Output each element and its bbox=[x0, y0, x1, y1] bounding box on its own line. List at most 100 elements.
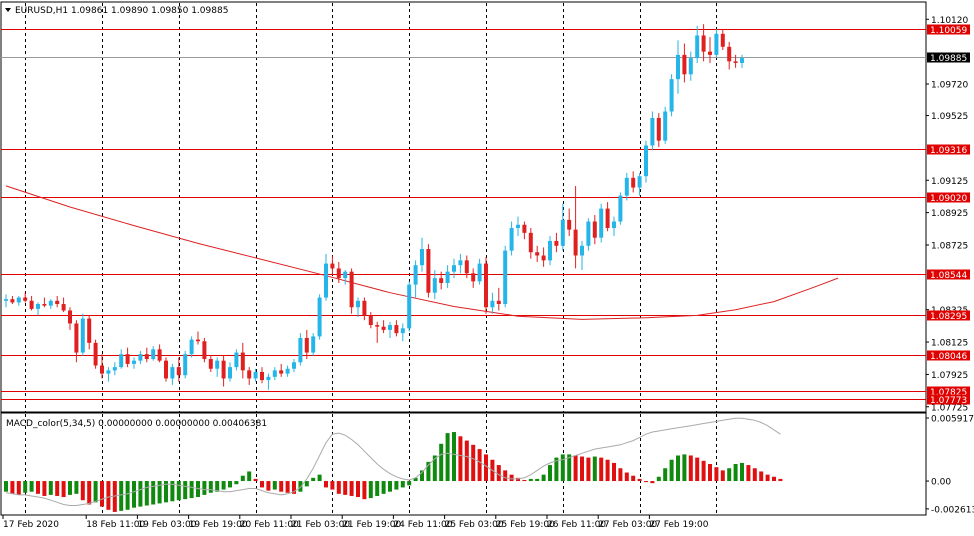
candle-body bbox=[669, 79, 674, 112]
candle-body bbox=[548, 240, 552, 261]
bear-candle bbox=[240, 342, 245, 379]
macd-bar bbox=[714, 467, 719, 482]
macd-bar bbox=[125, 481, 130, 510]
macd-bar bbox=[772, 476, 776, 482]
bear-candle bbox=[10, 295, 15, 305]
time-tick-label: 20 Feb 11:00 bbox=[240, 520, 299, 530]
candle-body bbox=[394, 325, 399, 334]
candle-body bbox=[426, 249, 431, 293]
macd-bar bbox=[151, 481, 156, 505]
dropdown-arrow-icon[interactable] bbox=[5, 8, 11, 12]
macd-bar bbox=[727, 468, 732, 482]
macd-bar bbox=[413, 477, 418, 482]
bear-candle bbox=[656, 113, 661, 148]
candle-body bbox=[484, 263, 488, 308]
candle-body bbox=[688, 58, 693, 75]
candle-body bbox=[477, 263, 482, 282]
candle-body bbox=[567, 219, 572, 230]
bull-candle bbox=[452, 258, 456, 279]
bull-candle bbox=[183, 350, 188, 379]
candle-body bbox=[560, 219, 565, 246]
macd-bar bbox=[375, 481, 380, 496]
macd-bar bbox=[317, 474, 322, 482]
macd-bar bbox=[266, 481, 271, 491]
candle-body bbox=[157, 349, 162, 361]
bear-candle bbox=[528, 227, 533, 259]
bull-candle bbox=[420, 237, 424, 272]
bear-candle bbox=[375, 321, 380, 343]
candle-body bbox=[586, 221, 591, 246]
candle-body bbox=[183, 354, 188, 376]
candle-body bbox=[132, 360, 136, 364]
candle-body bbox=[605, 208, 610, 228]
candle-body bbox=[189, 339, 194, 355]
macd-bar bbox=[279, 481, 284, 492]
time-tick-label: 21 Feb 19:00 bbox=[342, 520, 401, 530]
bear-candle bbox=[23, 292, 28, 303]
bear-candle bbox=[727, 41, 732, 70]
candle-body bbox=[106, 370, 111, 374]
candle-body bbox=[48, 300, 53, 306]
bull-candle bbox=[663, 106, 668, 144]
bull-candle bbox=[311, 333, 316, 356]
macd-bar bbox=[298, 481, 303, 492]
macd-bar bbox=[93, 481, 98, 503]
bear-candle bbox=[42, 297, 47, 308]
macd-bar bbox=[285, 481, 290, 493]
indicator-header: MACD_color(5,34,5) 0.00000000 0.00000000… bbox=[6, 419, 267, 429]
macd-bar bbox=[656, 476, 661, 482]
candle-body bbox=[541, 255, 546, 261]
bear-candle bbox=[221, 355, 226, 387]
time-tick-label: 27 Feb 03:00 bbox=[598, 520, 657, 530]
candle-body bbox=[720, 33, 725, 47]
macd-bar bbox=[42, 481, 47, 496]
level-tag bbox=[927, 350, 970, 361]
bull-candle bbox=[400, 323, 405, 342]
candle-body bbox=[413, 265, 418, 285]
candle-body bbox=[16, 297, 21, 303]
macd-bar bbox=[336, 481, 341, 494]
bull-candle bbox=[714, 28, 719, 59]
candle-body bbox=[637, 176, 642, 188]
bull-candle bbox=[458, 253, 463, 274]
candle-body bbox=[580, 245, 584, 256]
macd-bar bbox=[733, 464, 738, 482]
level-tag-text: 1.08295 bbox=[930, 312, 967, 322]
bear-candle bbox=[471, 268, 476, 288]
bear-candle bbox=[164, 357, 168, 382]
bull-candle bbox=[432, 270, 437, 300]
bull-candle bbox=[317, 294, 322, 340]
macd-bar bbox=[10, 481, 15, 494]
bull-candle bbox=[119, 349, 124, 369]
bull-candle bbox=[445, 265, 450, 288]
bull-candle bbox=[509, 221, 514, 256]
macd-bar bbox=[663, 468, 668, 482]
bull-candle bbox=[356, 297, 360, 317]
candle-body bbox=[362, 300, 367, 316]
bear-candle bbox=[496, 287, 501, 311]
candle-body bbox=[29, 300, 34, 309]
time-tick-label: 19 Feb 19:00 bbox=[189, 520, 248, 530]
macd-bar bbox=[688, 455, 693, 482]
bull-candle bbox=[560, 203, 565, 251]
bear-candle bbox=[541, 247, 546, 267]
macd-bar bbox=[528, 478, 533, 482]
bear-candle bbox=[573, 185, 578, 269]
candle-body bbox=[55, 300, 60, 305]
bear-candle bbox=[464, 255, 469, 279]
macd-bar bbox=[343, 481, 348, 495]
macd-bar bbox=[432, 455, 437, 482]
bull-candle bbox=[624, 172, 629, 201]
candle-body bbox=[279, 370, 284, 374]
macd-bar bbox=[119, 481, 124, 511]
macd-bar bbox=[599, 457, 604, 482]
candle-body bbox=[695, 35, 700, 59]
time-tick-label: 27 Feb 19:00 bbox=[649, 520, 708, 530]
bull-candle bbox=[676, 40, 680, 94]
macd-bar bbox=[400, 481, 405, 488]
macd-bar bbox=[80, 481, 85, 501]
candle-body bbox=[80, 318, 85, 353]
candle-body bbox=[138, 354, 143, 361]
macd-bar bbox=[708, 464, 712, 482]
